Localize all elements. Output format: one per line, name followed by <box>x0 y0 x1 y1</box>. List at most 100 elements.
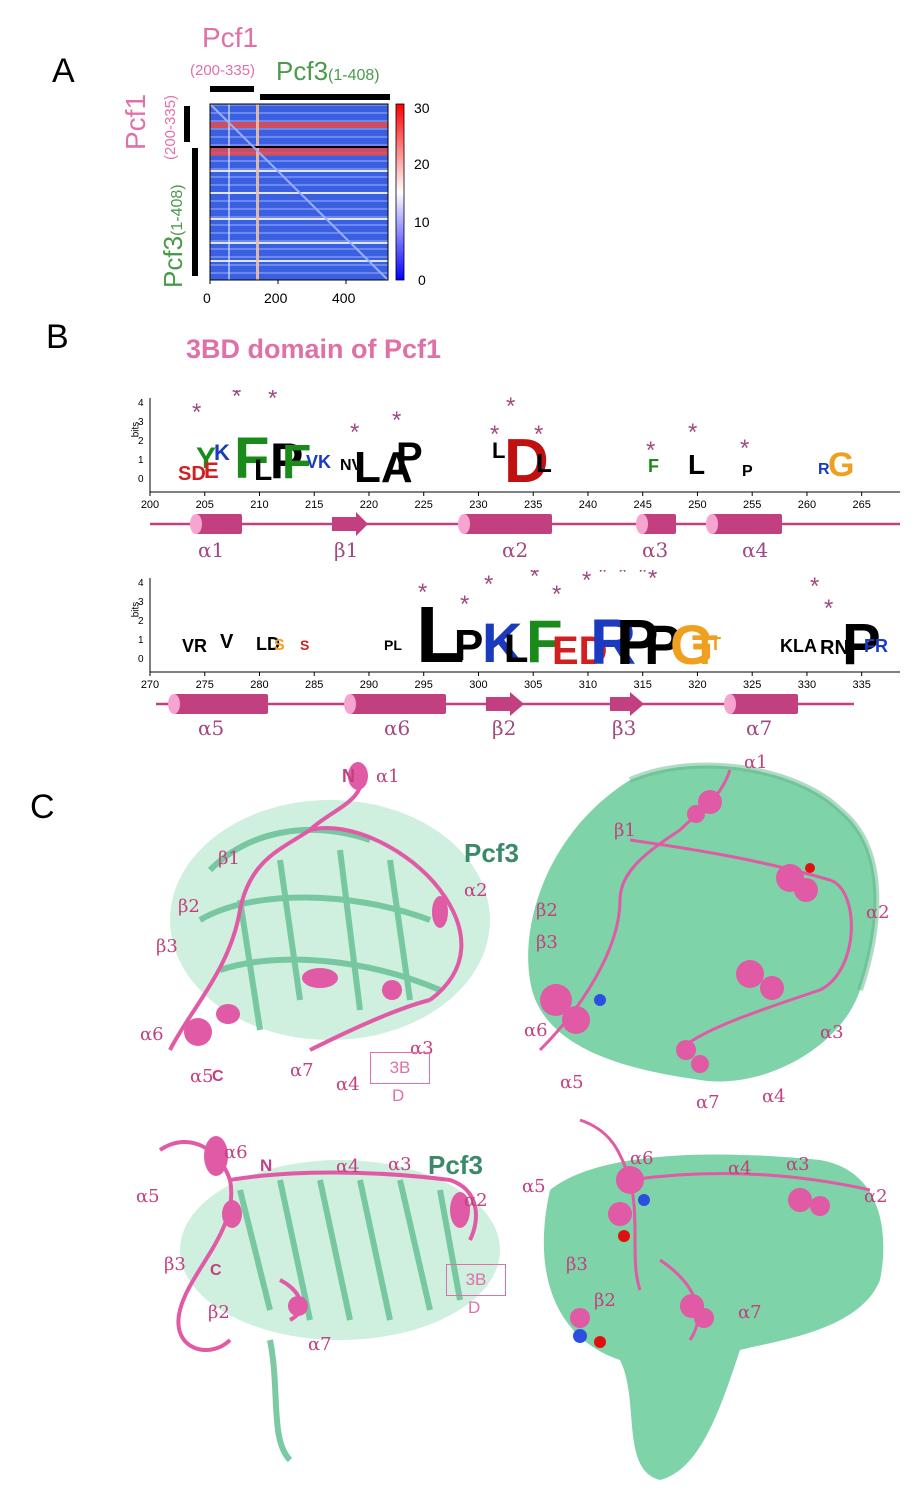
tl-n: N <box>342 766 355 786</box>
x-tick-label: 320 <box>688 679 706 691</box>
svg-text:L: L <box>536 448 552 478</box>
x-tick-label: 230 <box>469 499 487 511</box>
row1-elem-a3: α3 <box>642 538 669 562</box>
svg-text:ED: ED <box>552 629 608 673</box>
bl-pcf3: Pcf3 <box>428 1150 483 1180</box>
svg-text:*: * <box>618 570 627 586</box>
row1-elem-b1: β1 <box>334 538 359 562</box>
row1-elem-a1: α1 <box>198 538 225 562</box>
svg-text:L: L <box>504 627 528 671</box>
x-tick-400: 400 <box>332 290 356 306</box>
tl-a4: α4 <box>336 1074 360 1095</box>
tl-a3: α3 <box>410 1038 434 1059</box>
left-bar-pcf3 <box>192 148 198 276</box>
svg-text:KLA: KLA <box>780 636 817 656</box>
x-tick-label: 235 <box>524 499 542 511</box>
x-tick-label: 315 <box>634 679 652 691</box>
x-tick-label: 205 <box>196 499 214 511</box>
row2-elem-b2: β2 <box>492 716 517 740</box>
tl-3bd-box: 3B <box>370 1052 430 1084</box>
svg-text:F: F <box>234 426 269 491</box>
top-bar-pcf3 <box>260 94 390 100</box>
row2-elem-a7: α7 <box>746 716 773 740</box>
row1-ytick: 0 <box>138 474 144 485</box>
logo-row1-svg: 200 205 210 215 220 225 230 235 240 245 250 255 260 2… <box>141 390 900 536</box>
svg-text:P: P <box>742 463 753 480</box>
svg-text:*: * <box>688 419 697 446</box>
svg-text:PL: PL <box>384 637 402 653</box>
panel-b-letter: B <box>46 318 69 356</box>
svg-text:*: * <box>192 399 201 426</box>
svg-text:T: T <box>692 626 718 673</box>
tr-a7: α7 <box>696 1092 720 1113</box>
svg-text:L: L <box>492 438 505 463</box>
row1-ytick: 2 <box>138 436 144 447</box>
svg-text:*: * <box>638 570 647 586</box>
heatmap-stripes <box>209 103 389 281</box>
svg-text:*: * <box>582 570 591 594</box>
svg-text:VR: VR <box>182 636 207 656</box>
row1-topology <box>150 512 900 536</box>
row1-ytick: 1 <box>138 455 144 466</box>
svg-text:P: P <box>396 435 423 479</box>
bl-a7: α7 <box>308 1334 332 1355</box>
row2-ytick: 1 <box>138 635 144 646</box>
tl-pcf3: Pcf3 <box>464 838 519 868</box>
svg-text:L: L <box>416 590 465 679</box>
br-b3: β3 <box>566 1254 588 1275</box>
row2-stars: * ** *** * * * * ** <box>418 570 833 622</box>
x-tick-label: 275 <box>196 679 214 691</box>
cbar-tick-30: 30 <box>414 100 430 116</box>
row2-ytick: 4 <box>138 578 144 589</box>
cbar-tick-10: 10 <box>414 214 430 230</box>
svg-text:F: F <box>282 436 311 489</box>
row1-letters: SD Y E K F L P F VK NV LA P L D L F L P … <box>178 426 854 496</box>
left-label-pcf1-range: (200-335) <box>162 94 179 160</box>
svg-text:NV: NV <box>340 457 363 474</box>
svg-text:L: L <box>688 449 705 480</box>
x-tick-label: 325 <box>743 679 761 691</box>
x-tick-label: 285 <box>305 679 323 691</box>
row1-elem-a4: α4 <box>742 538 769 562</box>
tr-a3: α3 <box>820 1022 844 1043</box>
x-tick-label: 290 <box>360 679 378 691</box>
tl-3bd-box-d: D <box>392 1086 405 1105</box>
tl-b2: β2 <box>178 896 200 917</box>
svg-text:*: * <box>232 390 241 410</box>
svg-text:T: T <box>710 634 721 654</box>
svg-text:L: L <box>254 454 272 487</box>
svg-text:K: K <box>214 440 230 465</box>
panel-b-title: 3BD domain of Pcf1 <box>186 334 442 364</box>
svg-text:P: P <box>270 433 303 489</box>
colorbar <box>395 103 405 281</box>
svg-text:*: * <box>810 573 819 600</box>
row1-ytick: 4 <box>138 398 144 409</box>
br-a3: α3 <box>786 1154 810 1175</box>
svg-text:LD: LD <box>256 634 280 654</box>
svg-text:V: V <box>220 631 234 653</box>
svg-text:*: * <box>648 570 657 592</box>
tl-b3: β3 <box>156 936 178 957</box>
x-tick-label: 200 <box>141 499 159 511</box>
surface-top-right <box>528 762 880 1082</box>
x-tick-label: 255 <box>743 499 761 511</box>
svg-text:P: P <box>644 613 681 676</box>
svg-text:P: P <box>454 621 483 670</box>
svg-text:F: F <box>526 608 563 675</box>
row1-ytick: 3 <box>138 417 144 428</box>
bl-a2: α2 <box>464 1190 488 1211</box>
ribbon-top-left <box>168 762 490 1052</box>
heatmap-svg <box>209 103 405 284</box>
row2-elem-a6: α6 <box>384 716 411 740</box>
svg-text:*: * <box>598 570 607 586</box>
x-tick-label: 335 <box>852 679 870 691</box>
tr-b3: β3 <box>536 932 558 953</box>
x-tick-label: 250 <box>688 499 706 511</box>
svg-text:*: * <box>530 570 539 590</box>
tr-a2: α2 <box>866 902 890 923</box>
row2-elem-a5: α5 <box>198 716 225 740</box>
bl-3bd-box: 3B <box>446 1264 506 1296</box>
row2-ytick: 3 <box>138 597 144 608</box>
svg-text:*: * <box>506 393 515 420</box>
bl-a3: α3 <box>388 1154 412 1175</box>
